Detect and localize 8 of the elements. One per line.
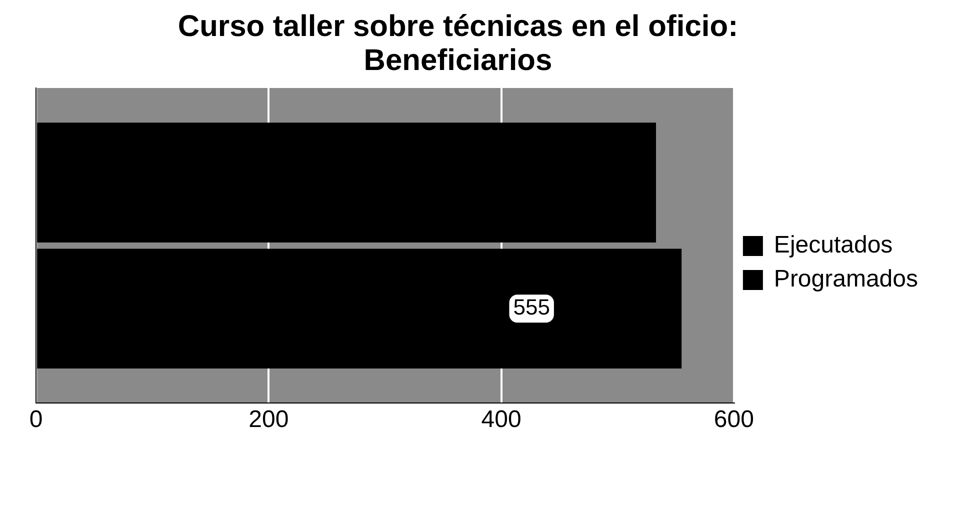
legend-label: Programados — [774, 266, 918, 293]
legend-label: Ejecutados — [774, 232, 893, 259]
x-tick-label: 200 — [248, 406, 289, 434]
x-tick-label: 0 — [29, 406, 43, 434]
chart-title: Curso taller sobre técnicas en el oficio: Beneficiarios — [176, 10, 740, 78]
x-tick-label: 400 — [481, 406, 522, 434]
data-label: 555 — [513, 294, 550, 320]
x-tick-label: 600 — [714, 406, 754, 434]
